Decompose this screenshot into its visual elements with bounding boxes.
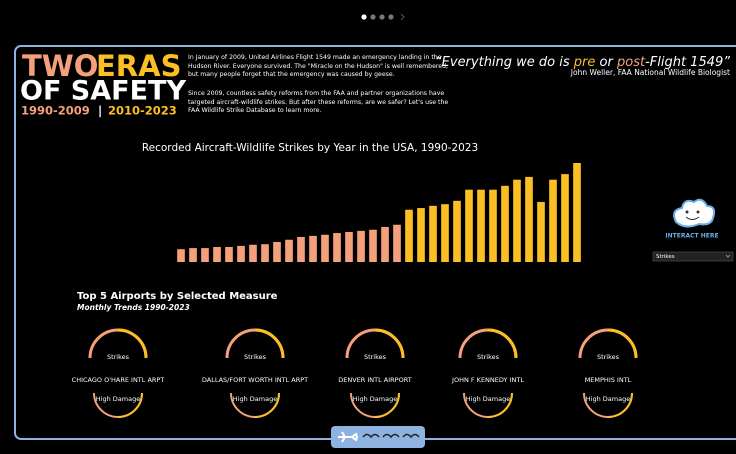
bar xyxy=(249,244,257,262)
trend-arc xyxy=(487,328,518,359)
era: 1990-2009 xyxy=(21,104,90,118)
measure-dropdown[interactable]: Strikes xyxy=(652,251,734,262)
measure-label: Strikes xyxy=(597,353,620,361)
bar xyxy=(537,201,545,262)
bar xyxy=(477,189,485,262)
bar xyxy=(297,236,305,262)
bar xyxy=(237,245,245,262)
measure-label: High Damage xyxy=(466,395,510,403)
trend-arc xyxy=(254,392,280,418)
quote: “Everything we do is pre or post-Flight … xyxy=(435,55,730,70)
interact-label: INTERACT HERE xyxy=(665,233,718,240)
section-title: Top 5 Airports by Selected Measure xyxy=(77,291,278,302)
bar xyxy=(321,234,329,262)
bar-chart xyxy=(177,163,581,262)
title-word: TWO xyxy=(22,49,98,83)
bar xyxy=(405,209,413,262)
bar xyxy=(261,244,269,262)
bar xyxy=(429,205,437,262)
title-word: ERAS xyxy=(96,49,181,83)
airport-name: JOHN F KENNEDY INTL xyxy=(451,376,524,384)
bar xyxy=(177,249,185,262)
bar xyxy=(369,229,377,262)
bar xyxy=(333,233,341,262)
measure-label: High Damage xyxy=(233,395,277,403)
chart-title: Recorded Aircraft-Wildlife Strikes by Ye… xyxy=(142,142,478,154)
measure-label: Strikes xyxy=(244,353,267,361)
bar xyxy=(189,248,197,262)
measure-label: Strikes xyxy=(364,353,387,361)
dropdown-value: Strikes xyxy=(656,254,675,260)
carousel-dots[interactable] xyxy=(361,13,405,21)
intro-paragraph: Since 2009, countless safety reforms fro… xyxy=(188,90,449,115)
section-subtitle: Monthly Trends 1990-2023 xyxy=(77,303,190,312)
airport-name: CHICAGO O'HARE INTL ARPT xyxy=(72,376,165,384)
bar xyxy=(573,163,581,262)
bar xyxy=(357,230,365,262)
intro-paragraph: In January of 2009, United Airlines Flig… xyxy=(188,54,449,79)
trend-arc xyxy=(374,392,400,418)
separator: | xyxy=(98,104,102,118)
bar xyxy=(549,179,557,262)
bar xyxy=(489,189,497,262)
bar xyxy=(441,204,449,262)
bar xyxy=(273,241,281,262)
trend-arc xyxy=(117,392,143,418)
bar xyxy=(345,231,353,262)
era: 2010-2023 xyxy=(108,104,177,118)
bar xyxy=(501,185,509,262)
attribution: John Weller, FAA National Wildlife Biolo… xyxy=(570,68,730,77)
bar xyxy=(381,226,389,262)
bar xyxy=(453,200,461,262)
airport-name: DALLAS/FORT WORTH INTL ARPT xyxy=(202,376,308,384)
airport-panels: Strikes CHICAGO O'HARE INTL ARPT High Dama… xyxy=(72,328,638,418)
bar xyxy=(513,179,521,262)
bar xyxy=(393,224,401,262)
trend-arc xyxy=(607,328,638,359)
trend-arc xyxy=(254,328,285,359)
title-word: OF SAFETY xyxy=(20,76,186,107)
measure-label: High Damage xyxy=(586,395,630,403)
bar xyxy=(201,248,209,262)
bottom-tab[interactable] xyxy=(331,426,425,448)
airport-name: MEMPHIS INTL xyxy=(585,376,632,384)
measure-label: Strikes xyxy=(107,353,130,361)
bar xyxy=(309,235,317,262)
measure-label: Strikes xyxy=(477,353,500,361)
measure-label: High Damage xyxy=(96,395,140,403)
trend-arc xyxy=(117,328,148,359)
bar xyxy=(465,189,473,262)
bar xyxy=(525,176,533,262)
bar xyxy=(225,246,233,262)
measure-label: High Damage xyxy=(353,395,397,403)
bar xyxy=(561,174,569,262)
trend-arc xyxy=(374,328,405,359)
interact-button[interactable]: INTERACT HERE xyxy=(665,198,719,240)
bar xyxy=(285,239,293,262)
bar xyxy=(417,208,425,262)
airport-name: DENVER INTL AIRPORT xyxy=(338,376,412,384)
bar xyxy=(213,246,221,262)
trend-arc xyxy=(487,392,513,418)
trend-arc xyxy=(607,392,633,418)
